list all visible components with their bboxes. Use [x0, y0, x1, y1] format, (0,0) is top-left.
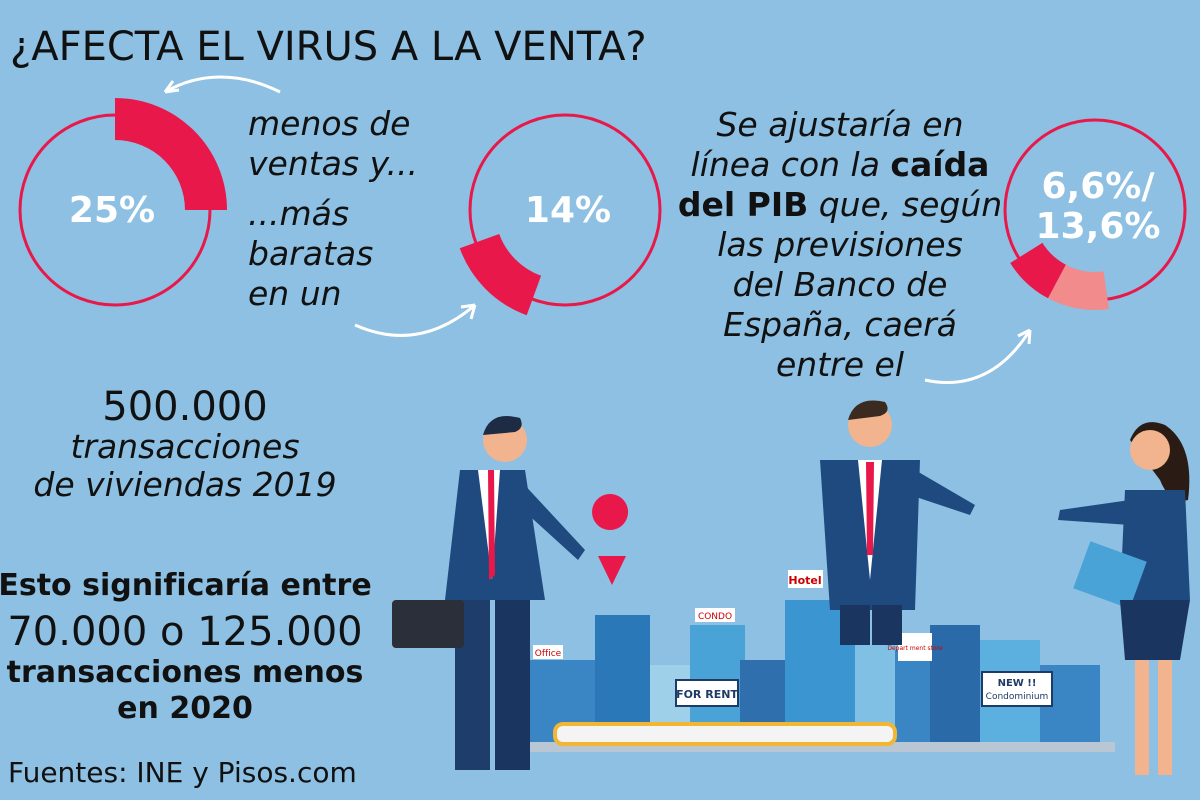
text: del Banco de [733, 265, 948, 304]
skirt [1120, 600, 1190, 660]
ring-segment [1010, 242, 1066, 299]
stat-number: 500.000 [102, 384, 267, 430]
conclusion: Esto significaría entre 70.000 o 125.000… [0, 568, 372, 726]
arrow [924, 329, 1032, 385]
source: Fuentes: INE y Pisos.com [8, 756, 357, 789]
text: España, caerá [723, 305, 957, 344]
pin [592, 494, 629, 585]
sign-text: Hotel [788, 574, 821, 587]
leg [840, 605, 870, 645]
caption-line: ventas y... [248, 144, 418, 183]
briefcase [392, 600, 464, 648]
arrow-head [460, 303, 477, 320]
sign [981, 671, 1053, 707]
stat-line: transacciones [70, 427, 299, 466]
text-bold: caída [890, 145, 989, 184]
sign [788, 570, 823, 588]
caption-line: menos de [248, 104, 411, 143]
caption-line: España, caerá [723, 305, 957, 344]
ring-segment [459, 233, 542, 316]
caption-line: baratas [248, 234, 373, 273]
sign-text: FOR RENT [676, 688, 738, 701]
ring-outline [468, 113, 662, 307]
person [392, 416, 629, 770]
ring-label: 14% [525, 190, 611, 231]
bridge [515, 742, 1115, 752]
sign-text: NEW !! [998, 678, 1037, 689]
arrow-head [1017, 328, 1032, 345]
caption-line: ...más [248, 194, 349, 233]
text: que, según [808, 185, 1002, 224]
hair [483, 416, 522, 435]
building [930, 625, 980, 750]
sign-text: Depart ment store [887, 645, 943, 652]
ring-segment [1048, 264, 1109, 310]
arrow-head [163, 80, 180, 94]
text: Se ajustaría en [716, 105, 963, 144]
caption-line: entre el [776, 345, 904, 384]
sign [675, 679, 739, 707]
stat-line: de viviendas 2019 [33, 465, 336, 504]
person [1058, 422, 1190, 775]
ring-label: 25% [69, 190, 155, 231]
caption-line: línea con la caída [691, 145, 990, 184]
illustration: Office CONDO Hotel FOR RENT Depart ment … [392, 400, 1190, 775]
conclusion-line: Esto significaría entre [0, 568, 372, 603]
building [895, 650, 935, 750]
rings [18, 98, 1187, 316]
person [820, 400, 975, 645]
tie [488, 470, 495, 580]
train [553, 722, 897, 746]
arrow [164, 75, 281, 94]
sign-text: Condominium [986, 692, 1049, 702]
caption-line: en un [248, 274, 342, 313]
text-bold: del PIB [678, 185, 808, 224]
head [1130, 430, 1170, 470]
conclusion-line: transacciones menos [7, 655, 364, 690]
caption-right: Se ajustaría en línea con la caída del P… [678, 105, 1002, 384]
text: línea con la [691, 145, 891, 184]
text: las previsiones [717, 225, 963, 264]
ring-label: 13,6% [1036, 206, 1161, 247]
leg [1158, 660, 1172, 775]
tie [866, 462, 874, 555]
caption-line: del Banco de [733, 265, 948, 304]
ring-segment [115, 98, 227, 210]
sign [898, 633, 932, 661]
hair [848, 400, 888, 420]
arm [512, 480, 585, 560]
title: ¿AFECTA EL VIRUS A LA VENTA? [10, 24, 647, 70]
leg [495, 600, 530, 770]
conclusion-line: en 2020 [117, 691, 253, 726]
sign [533, 645, 563, 659]
leg [1135, 660, 1149, 775]
ring-label: 6,6%/ [1042, 166, 1156, 207]
caption-line: del PIB que, según [678, 185, 1002, 224]
arrow [354, 303, 476, 337]
arm [910, 470, 975, 515]
caption-line: Se ajustaría en [716, 105, 963, 144]
folder [1073, 541, 1147, 609]
leg [872, 605, 902, 645]
sign-text: Office [535, 649, 562, 659]
caption-line: las previsiones [717, 225, 963, 264]
sign [695, 608, 735, 622]
conclusion-line: 70.000 o 125.000 [7, 609, 362, 655]
arm [1058, 500, 1130, 525]
text: entre el [776, 345, 904, 384]
arrows [163, 75, 1032, 385]
sign-text: CONDO [698, 612, 732, 622]
